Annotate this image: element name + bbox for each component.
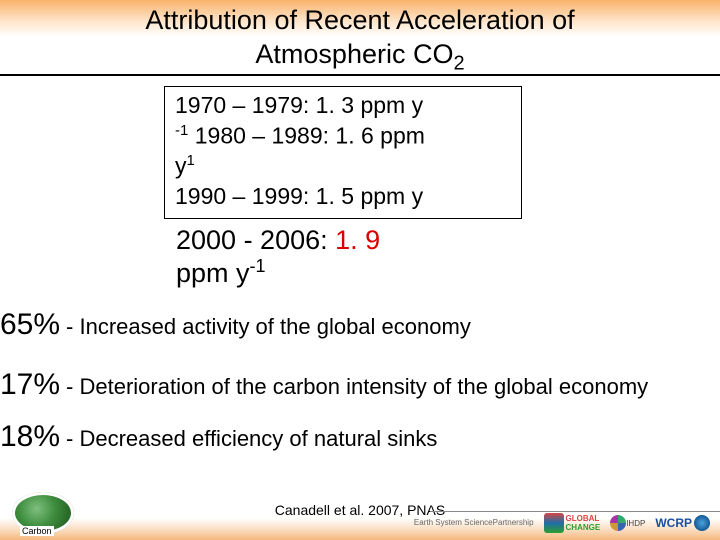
pct-65: 65% bbox=[0, 308, 60, 342]
igbp-global: GLOBAL bbox=[566, 514, 600, 523]
highlight-unit: ppm y bbox=[176, 258, 250, 288]
attribution-row-18: 18% - Decreased efficiency of natural si… bbox=[0, 420, 437, 454]
desc-65: - Increased activity of the global econo… bbox=[66, 314, 471, 340]
decadal-rates-box: 1970 – 1979: 1. 3 ppm y -1 1980 – 1989: … bbox=[164, 86, 522, 219]
attribution-row-65: 65% - Increased activity of the global e… bbox=[0, 308, 471, 342]
rate-1980s: 1980 – 1989: 1. 6 ppm bbox=[188, 123, 425, 149]
ihdp-text: IHDP bbox=[626, 519, 645, 528]
rate-1990s: 1990 – 1999: 1. 5 ppm y bbox=[175, 183, 423, 209]
pct-18: 18% bbox=[0, 420, 60, 454]
desc-17: - Deterioration of the carbon intensity … bbox=[66, 374, 648, 400]
page-title: Attribution of Recent Acceleration of At… bbox=[0, 4, 720, 76]
rate-exp-1: -1 bbox=[175, 122, 188, 139]
essp-logo-icon: Earth System Science Partnership bbox=[414, 512, 534, 534]
wcrp-logo-icon: WCRP bbox=[655, 512, 710, 534]
highlight-unit-exp: -1 bbox=[250, 256, 266, 276]
igbp-change: CHANGE bbox=[566, 523, 601, 532]
desc-18: - Decreased efficiency of natural sinks bbox=[66, 426, 437, 452]
attribution-row-17: 17% - Deterioration of the carbon intens… bbox=[0, 368, 648, 402]
rate-exp-2: 1 bbox=[187, 152, 195, 169]
essp-l1: Earth System Science bbox=[414, 519, 493, 527]
highlight-rate: 2000 - 2006: 1. 9 ppm y-1 bbox=[176, 224, 556, 290]
highlight-period: 2000 - 2006: bbox=[176, 225, 335, 255]
rate-1970s: 1970 – 1979: 1. 3 ppm y bbox=[175, 92, 423, 118]
global-carbon-project-logo-icon bbox=[12, 492, 74, 534]
igbp-logo-icon: GLOBAL CHANGE bbox=[544, 512, 601, 534]
essp-l2: Partnership bbox=[493, 519, 534, 527]
title-underline bbox=[0, 74, 720, 76]
pct-17: 17% bbox=[0, 368, 60, 402]
title-line-1: Attribution of Recent Acceleration of bbox=[145, 5, 574, 35]
rate-y: y bbox=[175, 153, 187, 179]
title-subscript: 2 bbox=[453, 52, 464, 74]
partner-logos: Earth System Science Partnership GLOBAL … bbox=[414, 512, 710, 534]
highlight-value: 1. 9 bbox=[335, 225, 380, 255]
wcrp-text: WCRP bbox=[655, 516, 692, 530]
ihdp-circle-icon bbox=[610, 515, 626, 531]
ihdp-logo-icon: IHDP bbox=[610, 512, 645, 534]
title-line-2a: Atmospheric CO bbox=[255, 39, 453, 69]
igbp-swatch-icon bbox=[544, 513, 564, 533]
wcrp-globe-icon bbox=[694, 515, 710, 531]
